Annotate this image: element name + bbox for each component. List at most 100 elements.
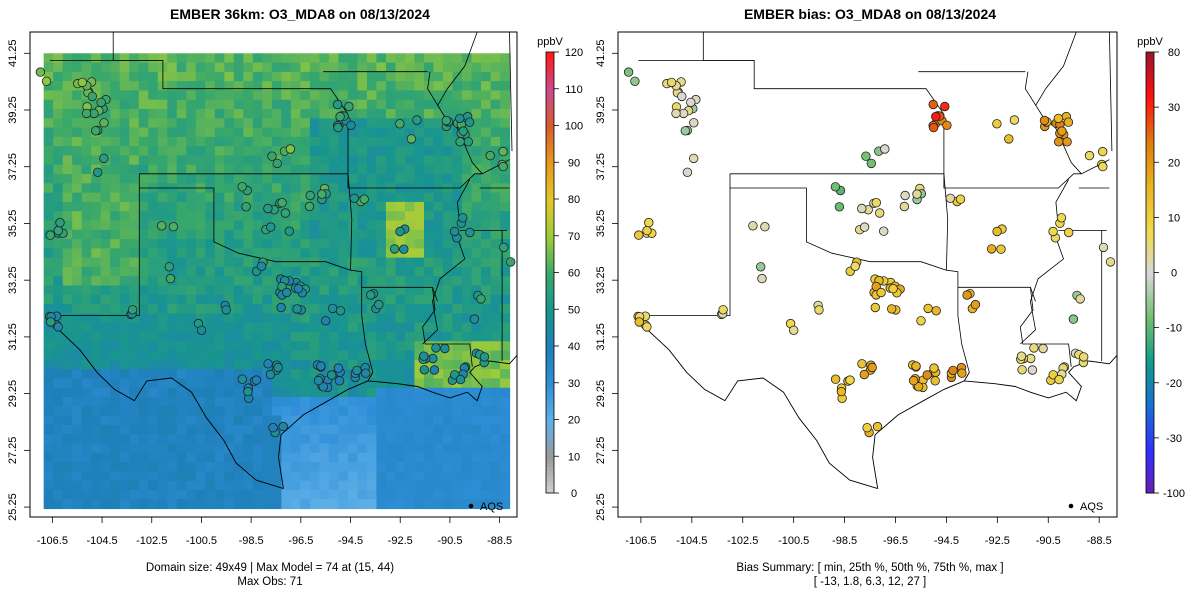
aqs-site-marker [346,120,356,131]
rio-grande-border [638,320,878,490]
aqs-site-marker [866,158,877,169]
aqs-site-marker [96,97,106,108]
aqs-site-marker [498,146,508,157]
aqs-site-marker [834,202,845,212]
aqs-site-marker [1105,257,1116,267]
x-tick-label: -102.5 [727,535,758,547]
aqs-site-marker [1063,227,1074,238]
map-axes: -106.5 -104.5 -102.5 -100.5 -98.5 -96.5 -94.5 -… [595,40,1112,547]
aqs-site-marker [476,294,486,304]
aqs-site-marker [168,221,179,232]
aqs-site-marker [328,303,338,314]
aqs-site-marker [876,287,886,298]
aqs-site-marker [196,325,207,336]
left-map-title: EMBER 36km: O3_MDA8 on 08/13/2024 [170,6,430,22]
x-tick-label: -100.5 [778,535,809,547]
aqs-site-marker [317,189,327,199]
colorbar-tick-label: 30 [568,378,580,390]
aqs-site-marker [986,244,997,254]
aqs-site-marker [850,261,860,272]
aqs-site-marker [871,281,881,292]
aqs-site-marker [634,317,644,327]
aqs-site-marker [458,126,468,136]
aqs-site-marker [1098,242,1109,253]
aqs-site-marker [880,144,890,154]
aqs-legend-label: AQS [1080,501,1103,513]
y-tick-label: 37.25 [7,153,19,181]
aqs-site-marker [458,213,468,223]
aqs-site-marker [395,226,405,237]
aqs-site-marker [677,91,687,102]
y-tick-label: 25.25 [595,493,607,521]
aqs-site-marker [265,369,276,380]
aqs-site-marker [266,222,276,232]
colorbar-tick-label: -20 [1166,378,1182,390]
aqs-site-marker [92,167,103,178]
aqs-site-marker [930,376,940,386]
aqs-site-marker [1063,117,1074,127]
aqs-site-marker [127,305,138,315]
aqs-site-marker [830,374,841,384]
aqs-site-marker [335,306,346,316]
aqs-site-marker [464,117,475,127]
y-tick-label: 33.25 [595,266,607,294]
aqs-site-marker [789,325,799,336]
aqs-site-marker [748,221,758,231]
aqs-site-marker [916,316,926,326]
x-tick-label: -88.5 [487,535,512,547]
aqs-site-marker [359,194,369,204]
left-model-map: AQS -106.5 -104.5 -102.5 -100.5 -98.5 -96.5 -94… [7,31,518,547]
aqs-site-marker [278,421,288,432]
aqs-site-marker [911,361,921,371]
colorbar-tick-label: 20 [1168,157,1180,169]
aqs-legend-label: AQS [480,501,503,513]
aqs-site-marker [871,197,882,208]
aqs-site-marker [463,137,474,147]
aqs-site-marker [689,153,699,164]
aqs-site-marker [361,368,371,378]
aqs-site-marker [156,221,167,231]
aqs-site-marker [485,150,495,161]
colorbar-tick-label: 20 [568,415,580,427]
aqs-site-marker [285,144,296,154]
aqs-site-marker [389,244,400,254]
aqs-site-marker [682,167,693,178]
aqs-site-marker [395,119,405,129]
y-tick-label: 29.25 [7,380,19,408]
aqs-site-marker [499,242,509,253]
aqs-site-marker [53,322,63,332]
aqs-site-marker [321,316,331,326]
aqs-site-marker [313,375,324,386]
aqs-site-marker [419,365,430,375]
aqs-site-marker [1056,213,1067,223]
x-tick-label: -90.5 [1036,535,1061,547]
aqs-site-marker [680,126,691,136]
y-tick-label: 25.25 [7,493,19,521]
x-tick-label: -94.5 [338,535,363,547]
aqs-site-marker [642,225,652,236]
aqs-site-marker [431,343,441,353]
aqs-site-marker [857,203,867,214]
x-tick-label: -106.5 [625,535,656,547]
aqs-site-marker [449,226,460,237]
aqs-site-marker [928,99,938,110]
aqs-site-marker [718,305,728,315]
x-tick-label: -102.5 [136,535,167,547]
aqs-site-marker [87,91,98,102]
rio-grande-border [49,320,284,490]
aqs-site-marker [756,262,766,272]
aqs-site-marker [875,208,885,218]
aqs-site-marker [644,217,654,228]
aqs-site-marker [304,201,315,212]
aqs-site-marker [955,194,966,204]
aqs-site-marker [334,376,345,386]
aqs-site-marker [243,386,253,397]
aqs-site-marker [1053,113,1064,124]
right-map-title: EMBER bias: O3_MDA8 on 08/13/2024 [743,6,997,22]
aqs-site-marker [1062,137,1072,147]
aqs-site-marker [46,317,56,327]
aqs-site-marker [859,222,870,232]
aqs-site-marker [957,368,967,378]
aqs-site-marker [859,369,870,380]
